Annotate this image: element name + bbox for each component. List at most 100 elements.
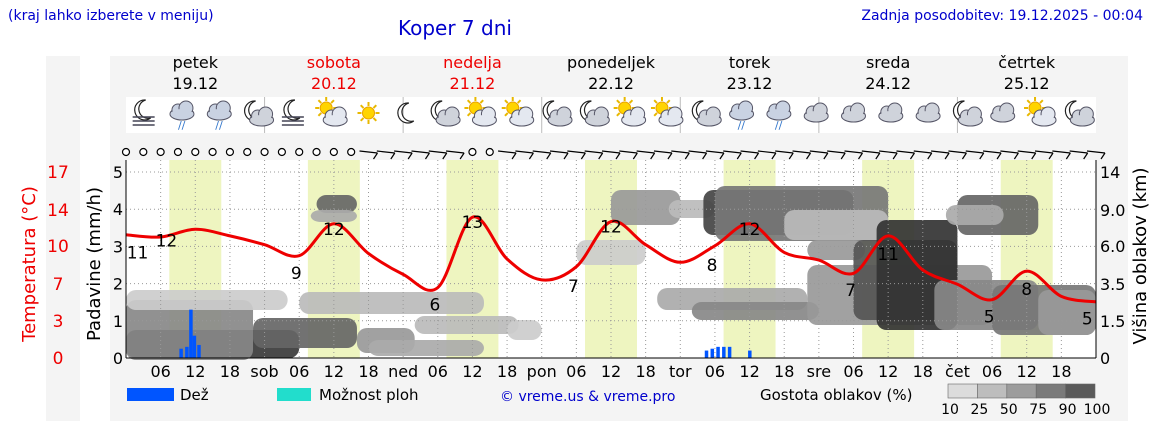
cloud-icon (878, 102, 904, 123)
wind-calm-icon (347, 147, 356, 157)
day-name: sobota (307, 53, 361, 72)
cloud-density-swatch (1035, 383, 1066, 399)
day-name: torek (729, 53, 771, 72)
wind-barb-icon (549, 150, 569, 160)
wind-barb-icon (757, 150, 777, 160)
wind-shaft (446, 150, 465, 154)
temp-axis-tick: 10 (47, 237, 69, 257)
cloud-fill (250, 115, 273, 125)
wind-shaft (896, 150, 915, 154)
wind-shaft (671, 150, 690, 154)
wind-feather (546, 152, 552, 160)
cloud-density-cell (253, 318, 357, 348)
cloud-fill (510, 115, 533, 125)
cloud-density-cell (368, 340, 484, 356)
cloud-height-tick: 1.5 (1100, 312, 1125, 331)
x-hour-label: 18 (913, 362, 933, 381)
wind-shaft (931, 150, 950, 154)
cloud-density-swatch (1065, 383, 1096, 399)
temperature-label: 12 (323, 220, 345, 240)
precip-axis-tick: 0 (113, 349, 123, 368)
rain-drops: // (775, 119, 783, 132)
wind-barb-icon (428, 150, 448, 160)
wind-feather (858, 152, 863, 160)
sun-cloud-icon (464, 97, 497, 127)
cloud-fill (698, 115, 721, 125)
sun-ray (1039, 99, 1044, 104)
cloud-density-cell (507, 320, 542, 340)
day-date: 25.12 (1004, 74, 1050, 93)
rain-bar (185, 346, 189, 358)
rain-drops: // (215, 119, 223, 132)
wind-feather (823, 152, 829, 160)
region-hint[interactable]: (kraj lahko izberete v meniju) (8, 8, 214, 24)
temperature-label: 12 (156, 232, 178, 252)
wind-shaft (965, 150, 984, 154)
wind-barb-icon (879, 150, 898, 160)
sun-ray (372, 117, 377, 122)
wind-feather (996, 152, 1002, 160)
wind-shaft (1017, 150, 1036, 154)
wind-barb-icon (1069, 150, 1089, 160)
moon-cloud-icon (244, 100, 275, 127)
wind-feather (459, 152, 465, 160)
temp-axis-tick: 17 (47, 163, 69, 183)
wind-barb-icon (688, 150, 708, 160)
cloud-icon (915, 102, 941, 123)
credit-link[interactable]: © vreme.us & vreme.pro (500, 389, 675, 405)
x-hour-label: 12 (739, 362, 759, 381)
day-date: 20.12 (311, 74, 357, 93)
x-hour-label: 12 (878, 362, 898, 381)
sun-disc (362, 106, 375, 120)
temperature-label: 13 (462, 213, 484, 233)
wind-calm-icon (225, 147, 235, 157)
sun-ray (466, 99, 472, 104)
wind-barb-icon (671, 150, 690, 160)
wind-barb-icon (792, 150, 812, 160)
day-name: ponedeljek (567, 53, 656, 72)
moon-icon (397, 102, 415, 124)
cloud-density-cell (611, 190, 681, 225)
last-updated: Zadnja posodobitev: 19.12.2025 - 00:04 (861, 8, 1143, 24)
moon-cloud-icon (430, 100, 461, 127)
x-hour-label: 12 (324, 362, 344, 381)
sun-ray (1026, 112, 1031, 117)
wind-feather (806, 152, 812, 160)
wind-calm-icon (329, 147, 338, 157)
wind-barb-icon (705, 150, 725, 160)
wind-feather (892, 152, 898, 160)
wind-shaft (948, 150, 967, 154)
wind-feather (702, 152, 708, 160)
cloud-density-cell (807, 240, 866, 260)
wind-shaft (394, 150, 413, 154)
sun-ray (666, 99, 671, 104)
wind-feather (1031, 152, 1037, 160)
moon-cloud-icon (542, 100, 573, 127)
wind-barb-icon (723, 150, 742, 160)
wind-feather (736, 152, 742, 160)
day-date: 23.12 (727, 74, 773, 93)
wind-barb-icon (1052, 150, 1071, 160)
sun-cloud-icon (501, 97, 535, 127)
wind-calm-icon (191, 147, 200, 157)
rain-icon: // (169, 100, 195, 132)
wind-shaft (688, 150, 707, 154)
wind-calm-icon (156, 147, 165, 157)
cloud-fill (622, 115, 645, 125)
rain-bar (748, 350, 752, 358)
x-hour-label: 18 (497, 362, 517, 381)
cloud-density-level: 10 (941, 402, 959, 418)
wind-feather (511, 152, 517, 160)
wind-feather (840, 152, 846, 160)
cloud-fill (917, 111, 940, 121)
moon-shape (397, 102, 415, 124)
precip-axis-label: Padavine (mm/h) (84, 187, 105, 341)
x-hour-label: 06 (705, 362, 725, 381)
temperature-label: 9 (291, 264, 302, 284)
wind-barb-icon (515, 150, 534, 160)
sun-cloud-icon (315, 97, 348, 127)
precip-axis-tick: 3 (113, 237, 123, 256)
rain-bar (189, 309, 193, 358)
wind-calm-icon (260, 147, 269, 157)
